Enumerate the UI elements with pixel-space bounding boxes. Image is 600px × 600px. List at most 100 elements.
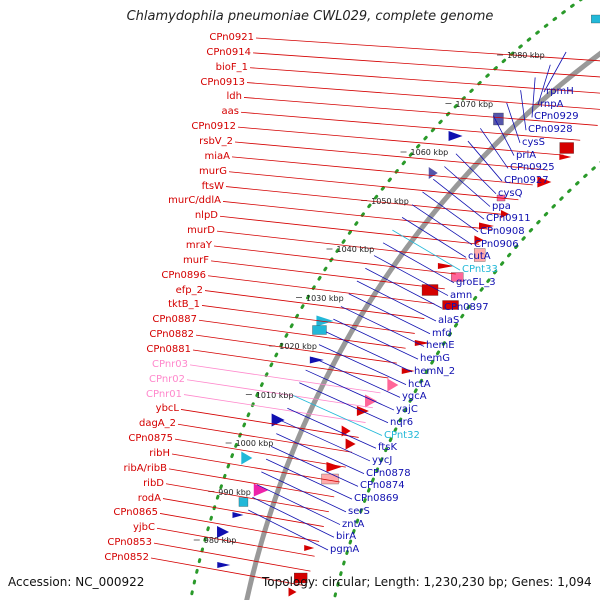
left-leader-line (198, 319, 406, 349)
left-leader-line (207, 275, 435, 305)
outer-gene-box (451, 272, 464, 282)
right-gene-label: CPn0869 (354, 493, 399, 505)
right-leader-line (531, 77, 536, 118)
left-leader-line (162, 498, 324, 527)
left-gene-label: mraY (185, 240, 212, 251)
kbp-tick-label: 1050 kbp (371, 196, 409, 206)
right-leader-line (305, 369, 395, 411)
right-gene-label: CPnt33 (462, 264, 498, 276)
outer-gene-arrow (437, 263, 454, 269)
left-leader-line (192, 349, 389, 379)
left-gene-label: dagA_2 (138, 418, 176, 430)
right-leader-line (256, 484, 341, 525)
right-gene-label: ygcA (402, 391, 427, 403)
right-leader-line (261, 471, 347, 513)
left-gene-label: tktB_1 (168, 299, 200, 311)
left-gene-label: murG (199, 165, 227, 177)
left-gene-label: CPn0882 (149, 329, 194, 341)
right-leader-line (265, 458, 353, 500)
right-gene-label: amn (450, 289, 473, 301)
left-gene-label: CPn0887 (152, 314, 197, 326)
left-leader-line (213, 245, 456, 275)
left-gene-label: CPn0865 (113, 507, 158, 519)
right-gene-label: nqr6 (390, 416, 414, 428)
genome-backbone (244, 50, 600, 600)
right-gene-label: hctA (408, 378, 431, 390)
left-gene-label: ribH (149, 448, 170, 459)
right-gene-label: cysQ (498, 187, 523, 199)
left-gene-label: CPn0853 (107, 537, 152, 549)
right-gene-label: cutA (468, 251, 491, 263)
right-leader-line (293, 395, 383, 436)
right-gene-label: ppa (492, 200, 511, 212)
left-leader-line (174, 438, 346, 468)
inner-gene-arrow (241, 451, 253, 465)
right-leader-line (537, 64, 551, 105)
right-leader-line (444, 166, 491, 207)
right-leader-line (299, 382, 389, 424)
right-leader-line (373, 255, 449, 296)
left-leader-line (159, 513, 320, 542)
right-gene-label: alaS (438, 315, 460, 326)
left-leader-line (210, 260, 445, 290)
right-leader-line (382, 242, 455, 284)
left-leader-line (153, 542, 311, 572)
left-leader-line (225, 186, 505, 215)
left-leader-line (252, 52, 600, 78)
inner-gene-box (591, 14, 600, 24)
right-gene-label: hemG (420, 353, 450, 365)
outer-gene-arrow (537, 176, 552, 188)
right-leader-line (506, 102, 521, 144)
right-leader-line (252, 496, 335, 538)
right-leader-line (520, 90, 527, 131)
left-gene-label: ldh (226, 91, 242, 103)
right-leader-line (365, 267, 443, 309)
left-leader-line (249, 67, 600, 94)
right-leader-line (432, 178, 485, 220)
kbp-tick-label: 1000 kbp (235, 439, 274, 448)
right-leader-line (348, 293, 431, 335)
left-gene-label: efp_2 (175, 284, 203, 296)
right-gene-label: CPnt32 (384, 429, 420, 441)
right-gene-label: serS (348, 505, 370, 517)
right-leader-line (401, 217, 467, 258)
right-leader-line (325, 331, 413, 373)
left-gene-label: yjbC (132, 522, 155, 534)
left-leader-line (150, 557, 307, 587)
right-leader-line (248, 509, 329, 551)
right-gene-label: CPn0906 (474, 238, 519, 250)
left-leader-line (255, 37, 600, 62)
right-leader-line (467, 140, 503, 182)
left-gene-label: CPn0881 (146, 344, 191, 355)
right-gene-label: CPn0925 (510, 162, 555, 174)
inner-gene-box (238, 497, 249, 507)
outer-gene-arrow (500, 210, 509, 218)
outer-gene-arrow (414, 340, 430, 346)
outer-gene-arrow (288, 587, 297, 597)
right-gene-label: pgmA (330, 544, 360, 555)
left-leader-line (246, 82, 600, 110)
kbp-tick-label: 1080 kbp (507, 51, 545, 60)
left-leader-line (216, 230, 468, 260)
right-leader-line (392, 229, 461, 271)
left-leader-line (156, 527, 315, 557)
right-gene-label: yajC (396, 404, 418, 416)
right-gene-label: zntA (342, 518, 365, 530)
right-gene-label: CPn0929 (534, 111, 579, 123)
left-gene-label: miaA (204, 150, 231, 162)
outer-gene-arrow (474, 235, 484, 245)
right-gene-label: rpmH (546, 86, 574, 97)
left-gene-label: CPnr03 (151, 358, 188, 370)
left-leader-line (165, 483, 329, 513)
right-leader-line (333, 318, 419, 360)
inner-gene-arrow (232, 512, 244, 518)
left-leader-line (240, 111, 581, 141)
right-gene-label: CPn0908 (480, 225, 525, 237)
left-leader-line (195, 334, 397, 364)
left-leader-line (189, 364, 381, 394)
accession-text: Accession: NC_000922 (8, 575, 145, 589)
right-leader-line (270, 446, 359, 487)
left-leader-line (204, 290, 425, 319)
kbp-tick-label: 1060 kbp (410, 148, 449, 157)
